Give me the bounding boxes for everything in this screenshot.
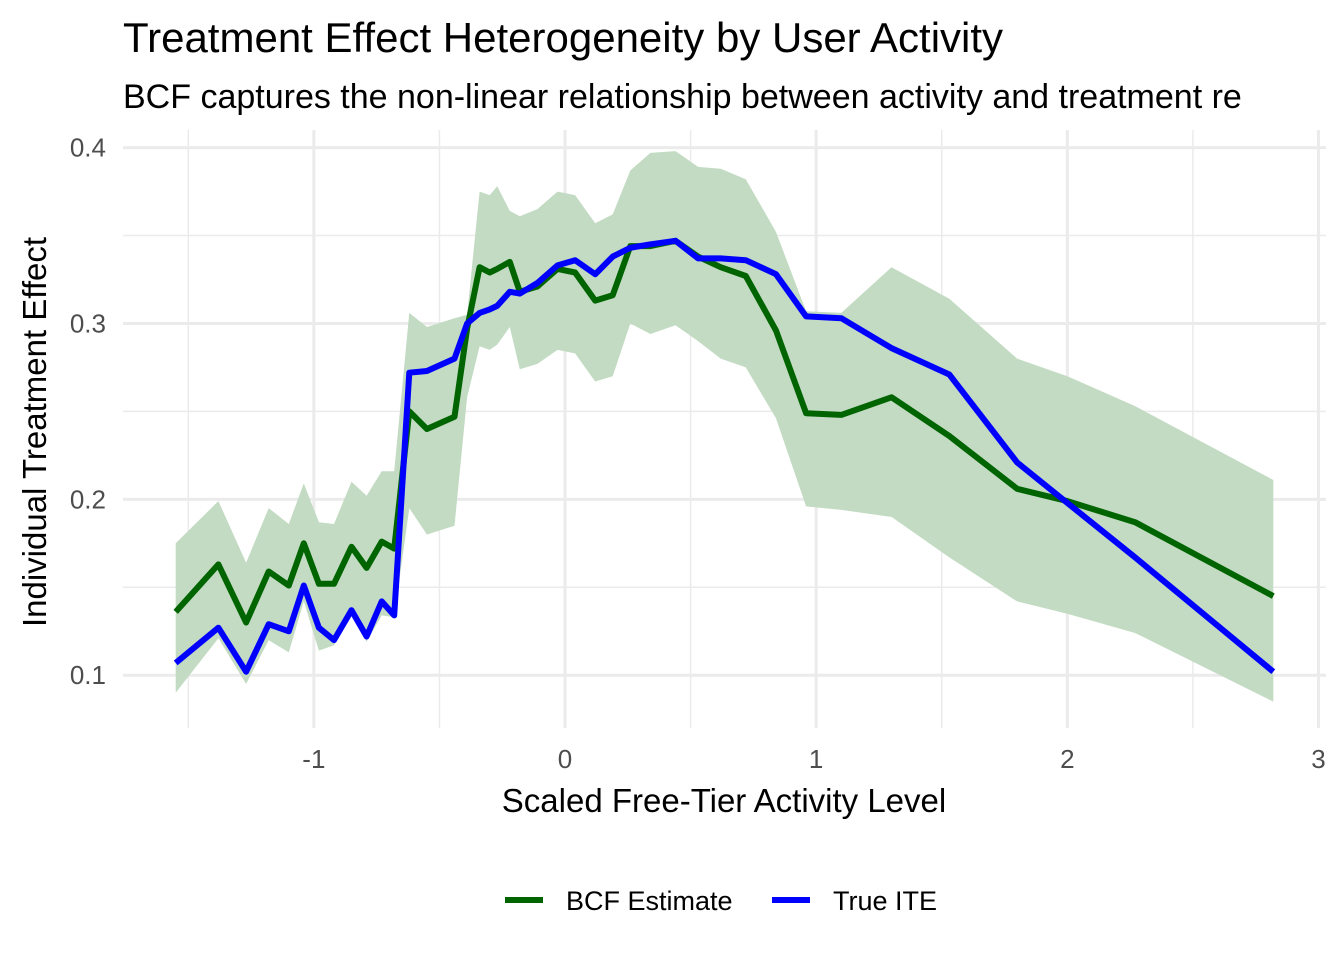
- x-tick-label: 0: [558, 744, 572, 774]
- x-tick-label: -1: [302, 744, 325, 774]
- series-line-1: [173, 237, 1276, 675]
- chart-title: Treatment Effect Heterogeneity by User A…: [123, 14, 1004, 61]
- legend: BCF Estimate True ITE: [505, 886, 937, 916]
- y-tick-label: 0.2: [70, 484, 106, 514]
- x-tick-label: 3: [1311, 744, 1325, 774]
- y-tick-label: 0.3: [70, 308, 106, 338]
- chart-subtitle: BCF captures the non-linear relationship…: [123, 78, 1242, 116]
- y-tick-label: 0.1: [70, 660, 106, 690]
- legend-label-0: BCF Estimate: [566, 886, 733, 916]
- legend-label-1: True ITE: [833, 886, 937, 916]
- x-axis-title: Scaled Free-Tier Activity Level: [502, 782, 946, 819]
- y-axis-title: Individual Treatment Effect: [16, 237, 53, 627]
- credible-interval-band: [175, 151, 1274, 702]
- y-tick-label: 0.4: [70, 133, 106, 163]
- x-tick-label: 1: [809, 744, 823, 774]
- x-tick-label: 2: [1060, 744, 1074, 774]
